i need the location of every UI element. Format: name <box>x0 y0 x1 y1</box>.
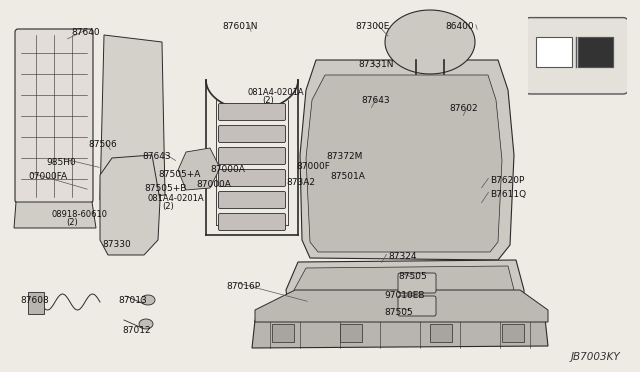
Polygon shape <box>385 10 475 74</box>
Bar <box>502 324 524 342</box>
Text: 87601N: 87601N <box>222 22 257 31</box>
Bar <box>536 37 572 67</box>
Text: 87016P: 87016P <box>226 282 260 291</box>
Polygon shape <box>306 75 502 252</box>
Polygon shape <box>100 155 160 255</box>
Text: 87331N: 87331N <box>358 60 394 69</box>
Bar <box>272 324 294 342</box>
Text: B7611Q: B7611Q <box>490 190 526 199</box>
Text: 87000F: 87000F <box>296 162 330 171</box>
Polygon shape <box>14 202 96 228</box>
Text: 08918-60610: 08918-60610 <box>52 210 108 219</box>
FancyBboxPatch shape <box>218 214 285 231</box>
Polygon shape <box>286 260 524 318</box>
Text: 87000A: 87000A <box>210 165 245 174</box>
Bar <box>578 37 613 67</box>
Text: 87505+B: 87505+B <box>144 184 186 193</box>
Text: 87013: 87013 <box>118 296 147 305</box>
Polygon shape <box>294 266 514 310</box>
Text: 87501A: 87501A <box>330 172 365 181</box>
Ellipse shape <box>139 319 153 329</box>
Text: 87602: 87602 <box>449 104 477 113</box>
Text: (2): (2) <box>162 202 173 211</box>
Text: 87372M: 87372M <box>326 152 362 161</box>
FancyBboxPatch shape <box>218 103 285 121</box>
Ellipse shape <box>141 295 155 305</box>
FancyBboxPatch shape <box>218 170 285 186</box>
FancyBboxPatch shape <box>15 29 93 203</box>
Text: 87506: 87506 <box>88 140 116 149</box>
Text: 87505+A: 87505+A <box>158 170 200 179</box>
Polygon shape <box>100 35 165 200</box>
Text: 081A4-0201A: 081A4-0201A <box>148 194 205 203</box>
Text: 87505: 87505 <box>398 272 427 281</box>
Text: 86400: 86400 <box>445 22 474 31</box>
Text: 87505: 87505 <box>384 308 413 317</box>
Polygon shape <box>255 290 548 322</box>
Text: 87330: 87330 <box>102 240 131 249</box>
Bar <box>578 37 613 67</box>
FancyBboxPatch shape <box>218 125 285 142</box>
Text: (2): (2) <box>66 218 77 227</box>
Text: 081A4-0201A: 081A4-0201A <box>248 88 305 97</box>
FancyBboxPatch shape <box>218 148 285 164</box>
Text: JB7003KY: JB7003KY <box>570 352 620 362</box>
Polygon shape <box>28 292 44 314</box>
Text: 87608: 87608 <box>20 296 49 305</box>
Text: 873A2: 873A2 <box>286 178 315 187</box>
Text: B7620P: B7620P <box>490 176 524 185</box>
Text: 985H0: 985H0 <box>46 158 76 167</box>
Text: 87324: 87324 <box>388 252 417 261</box>
FancyBboxPatch shape <box>398 273 436 293</box>
Polygon shape <box>252 318 548 348</box>
Text: 87643: 87643 <box>361 96 390 105</box>
Text: 07000FA: 07000FA <box>28 172 67 181</box>
Text: 87643: 87643 <box>142 152 171 161</box>
Text: (2): (2) <box>262 96 274 105</box>
Text: 87012: 87012 <box>122 326 150 335</box>
Text: 97010EB: 97010EB <box>384 291 424 300</box>
Text: 87000A: 87000A <box>196 180 231 189</box>
FancyBboxPatch shape <box>398 296 436 316</box>
Text: 87300E: 87300E <box>355 22 389 31</box>
FancyBboxPatch shape <box>218 192 285 208</box>
FancyBboxPatch shape <box>524 17 629 94</box>
Text: 87640: 87640 <box>71 28 100 37</box>
Bar <box>340 324 362 342</box>
Polygon shape <box>300 60 514 260</box>
Bar <box>430 324 452 342</box>
Polygon shape <box>178 148 220 190</box>
